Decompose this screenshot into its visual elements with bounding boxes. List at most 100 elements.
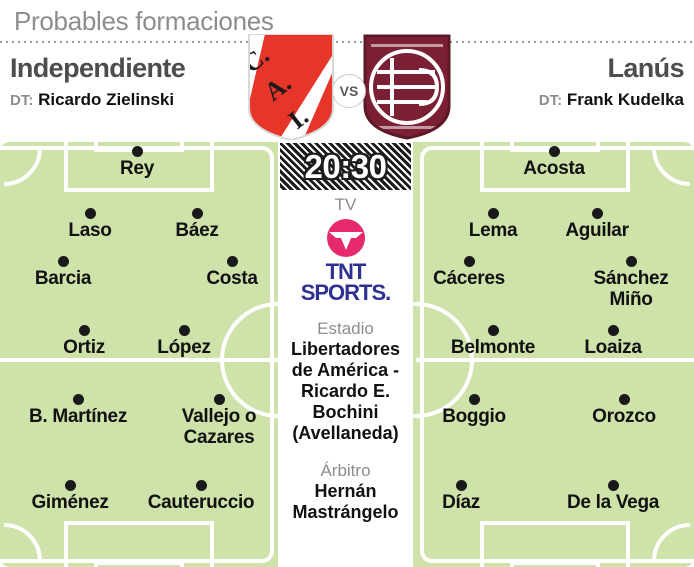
stadium-label: Estadio <box>317 319 374 338</box>
stadium-block: Estadio Libertadores de América - Ricard… <box>278 318 413 444</box>
away-coach-line: DT: Frank Kudelka <box>454 90 684 111</box>
home-coach-name: Ricardo Zielinski <box>38 90 175 109</box>
player-dot-icon <box>455 480 467 491</box>
player-dot-icon <box>487 208 499 219</box>
player-name: López <box>157 337 211 358</box>
player-dot-icon <box>463 256 475 267</box>
player-name: Costa <box>206 268 258 289</box>
player-name: Báez <box>175 220 219 241</box>
away-dt-label: DT: <box>538 92 563 109</box>
player-marker: López <box>114 325 254 358</box>
match-info-column: TV TNT SPORTS. Estadio Libertadores de A… <box>278 142 413 567</box>
player-dot-icon <box>618 394 630 405</box>
player-dot-icon <box>591 208 603 219</box>
lanus-crest <box>357 34 457 140</box>
player-name: Barcia <box>34 268 92 289</box>
player-name: Ortiz <box>63 337 105 358</box>
player-marker: Ortiz <box>14 325 154 358</box>
away-team-name: Lanús <box>607 53 684 83</box>
home-pitch-markings <box>0 142 278 567</box>
player-name: Boggio <box>442 406 506 427</box>
player-dot-icon <box>178 325 190 336</box>
player-name: Giménez <box>31 492 109 513</box>
referee-block: Árbitro Hernán Mastrángelo <box>278 460 413 523</box>
player-name: Cauteruccio <box>147 492 255 513</box>
player-marker: Boggio <box>404 394 544 427</box>
tnt-sports-logo: TNT SPORTS. <box>278 218 413 304</box>
player-name: De la Vega <box>566 492 660 513</box>
home-coach-line: DT: Ricardo Zielinski <box>10 90 240 111</box>
page-title: Probables formaciones <box>14 6 274 36</box>
header-divider <box>0 41 694 43</box>
home-team-name: Independiente <box>10 53 186 83</box>
player-dot-icon <box>548 146 560 157</box>
tnt-wordmark-line1: TNT <box>325 259 367 284</box>
player-name: Laso <box>68 220 112 241</box>
away-pitch <box>413 142 694 567</box>
player-marker: Sánchez Miño <box>561 256 694 310</box>
player-marker: Díaz <box>391 480 531 513</box>
player-name: Sánchez Miño <box>593 268 669 310</box>
tv-label: TV <box>334 195 357 214</box>
tv-block: TV TNT SPORTS. <box>278 194 413 304</box>
player-dot-icon <box>468 394 480 405</box>
home-team-block: Independiente DT: Ricardo Zielinski <box>10 52 240 111</box>
tnt-wordmark-line2: SPORTS. <box>300 280 392 305</box>
player-marker: Costa <box>162 256 302 289</box>
referee-label: Árbitro <box>320 461 371 480</box>
player-dot-icon <box>191 208 203 219</box>
player-marker: Cauteruccio <box>131 480 271 513</box>
kickoff-time: 20:30 <box>304 147 387 185</box>
away-coach-name: Frank Kudelka <box>566 90 684 109</box>
player-marker: Lema <box>423 208 563 241</box>
player-dot-icon <box>78 325 90 336</box>
home-pitch <box>0 142 278 567</box>
independiente-crest: C. A. I. <box>245 33 337 142</box>
player-name: Belmonte <box>450 337 536 358</box>
player-dot-icon <box>57 256 69 267</box>
player-dot-icon <box>64 480 76 491</box>
player-marker: Báez <box>127 208 267 241</box>
player-dot-icon <box>607 325 619 336</box>
stadium-name: Libertadores de América - Ricardo E. Boc… <box>290 339 401 443</box>
player-marker: Belmonte <box>423 325 563 358</box>
tnt-mark-icon <box>326 219 365 257</box>
player-marker: Orozco <box>554 394 694 427</box>
player-marker: Loaiza <box>543 325 683 358</box>
player-name: B. Martínez <box>28 406 128 427</box>
player-marker: Giménez <box>0 480 140 513</box>
referee-name: Hernán Mastrángelo <box>292 481 399 522</box>
vs-badge: VS <box>332 74 366 108</box>
player-name: Loaiza <box>584 337 642 358</box>
player-dot-icon <box>625 256 637 267</box>
player-dot-icon <box>72 394 84 405</box>
player-name: Díaz <box>442 492 480 513</box>
player-marker: Cáceres <box>399 256 539 289</box>
player-dot-icon <box>195 480 207 491</box>
player-dot-icon <box>213 394 225 405</box>
player-marker: Vallejo o Cazares <box>149 394 289 448</box>
player-marker: Aguilar <box>527 208 667 241</box>
kickoff-time-banner: 20:30 <box>280 143 411 190</box>
player-name: Cáceres <box>433 268 505 289</box>
player-marker: Rey <box>67 146 207 179</box>
player-name: Acosta <box>523 158 585 179</box>
player-dot-icon <box>607 480 619 491</box>
player-name: Vallejo o Cazares <box>181 406 257 448</box>
player-dot-icon <box>226 256 238 267</box>
player-name: Orozco <box>592 406 656 427</box>
player-name: Aguilar <box>565 220 629 241</box>
home-dt-label: DT: <box>10 92 34 109</box>
away-pitch-markings <box>413 142 694 567</box>
player-name: Lema <box>468 220 518 241</box>
player-marker: B. Martínez <box>8 394 148 427</box>
player-dot-icon <box>131 146 143 157</box>
player-dot-icon <box>487 325 499 336</box>
player-marker: De la Vega <box>543 480 683 513</box>
player-dot-icon <box>84 208 96 219</box>
player-marker: Laso <box>20 208 160 241</box>
player-marker: Barcia <box>0 256 133 289</box>
player-marker: Acosta <box>484 146 624 179</box>
away-team-block: Lanús DT: Frank Kudelka <box>454 52 685 111</box>
